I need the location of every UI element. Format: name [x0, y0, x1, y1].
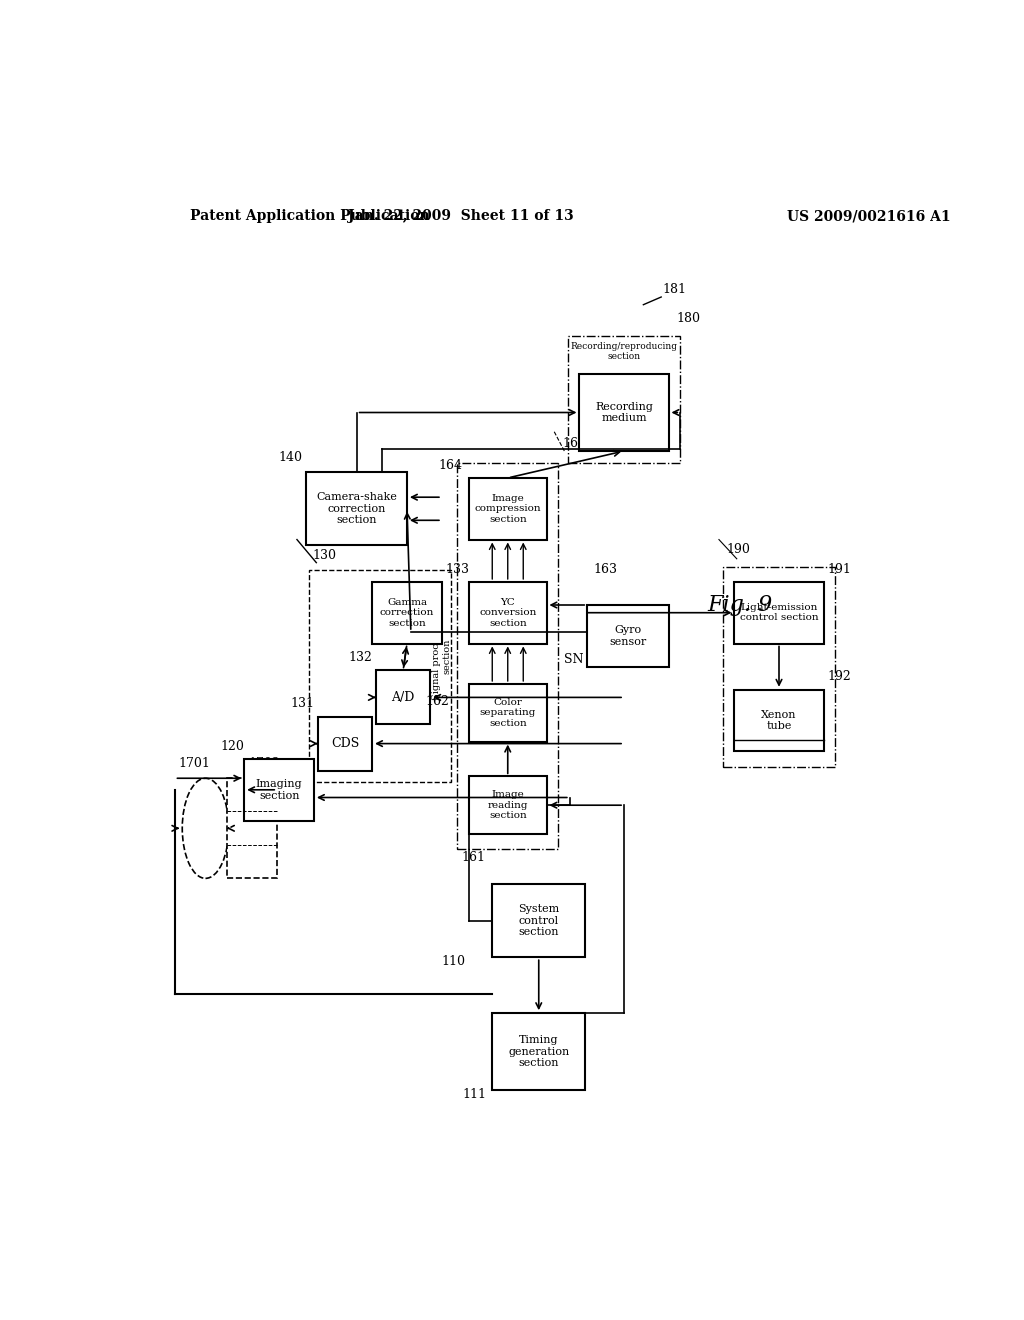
Text: 133: 133 [445, 562, 470, 576]
Text: A/D: A/D [391, 690, 415, 704]
Text: 132: 132 [348, 651, 372, 664]
Text: 1701: 1701 [178, 756, 210, 770]
Text: Light-emission
control section: Light-emission control section [739, 603, 818, 623]
Text: Imaging
section: Imaging section [256, 779, 302, 801]
Bar [734, 689, 823, 751]
Bar [306, 473, 407, 545]
Text: 192: 192 [827, 671, 851, 684]
Text: Image
compression
section: Image compression section [474, 494, 541, 524]
Text: SN: SN [564, 653, 584, 665]
Text: 131: 131 [290, 697, 314, 710]
Text: Gamma
correction
section: Gamma correction section [380, 598, 434, 627]
Bar [308, 570, 452, 781]
Text: Camera-shake
correction
section: Camera-shake correction section [316, 492, 397, 525]
Text: 140: 140 [279, 450, 302, 463]
Text: Patent Application Publication: Patent Application Publication [190, 209, 430, 223]
Ellipse shape [182, 779, 228, 878]
Bar [469, 776, 547, 834]
Text: 111: 111 [462, 1088, 486, 1101]
Text: Fig. 9: Fig. 9 [708, 594, 773, 616]
Bar [587, 605, 669, 667]
Text: 191: 191 [827, 562, 851, 576]
Bar [458, 462, 558, 850]
Text: US 2009/0021616 A1: US 2009/0021616 A1 [786, 209, 950, 223]
Bar [469, 684, 547, 742]
Bar [317, 717, 372, 771]
Text: System
control
section: System control section [518, 904, 559, 937]
Text: 162: 162 [426, 696, 450, 708]
Bar [493, 884, 586, 957]
Text: Recording
medium: Recording medium [595, 401, 653, 424]
Bar [245, 759, 314, 821]
Bar [469, 478, 547, 540]
Text: CDS: CDS [331, 737, 359, 750]
Text: Jan. 22, 2009  Sheet 11 of 13: Jan. 22, 2009 Sheet 11 of 13 [348, 209, 574, 223]
Bar [226, 779, 278, 878]
Bar [734, 582, 823, 644]
Text: 1702: 1702 [248, 756, 280, 770]
Text: Signal processing
section: Signal processing section [432, 612, 452, 700]
Text: 110: 110 [442, 954, 466, 968]
Text: 161: 161 [461, 851, 485, 865]
Text: Xenon
tube: Xenon tube [761, 710, 797, 731]
Bar [376, 671, 430, 725]
Text: YC
conversion
section: YC conversion section [479, 598, 537, 627]
Text: 164: 164 [439, 459, 463, 471]
Text: Gyro
sensor: Gyro sensor [609, 624, 646, 647]
Bar [372, 582, 442, 644]
Text: Timing
generation
section: Timing generation section [508, 1035, 569, 1068]
Bar [568, 335, 680, 462]
Bar [723, 566, 836, 767]
Bar [469, 582, 547, 644]
Text: Image
reading
section: Image reading section [487, 791, 528, 820]
Text: 181: 181 [663, 284, 687, 296]
Text: 120: 120 [220, 739, 245, 752]
Text: Recording/reproducing
section: Recording/reproducing section [570, 342, 678, 362]
Bar [580, 374, 669, 451]
Text: Color
separating
section: Color separating section [479, 698, 536, 727]
Text: 160: 160 [562, 437, 586, 450]
Text: 163: 163 [593, 562, 617, 576]
Text: 180: 180 [676, 312, 700, 325]
Text: 190: 190 [727, 543, 751, 556]
Bar [493, 1014, 586, 1090]
Text: 130: 130 [312, 549, 337, 562]
